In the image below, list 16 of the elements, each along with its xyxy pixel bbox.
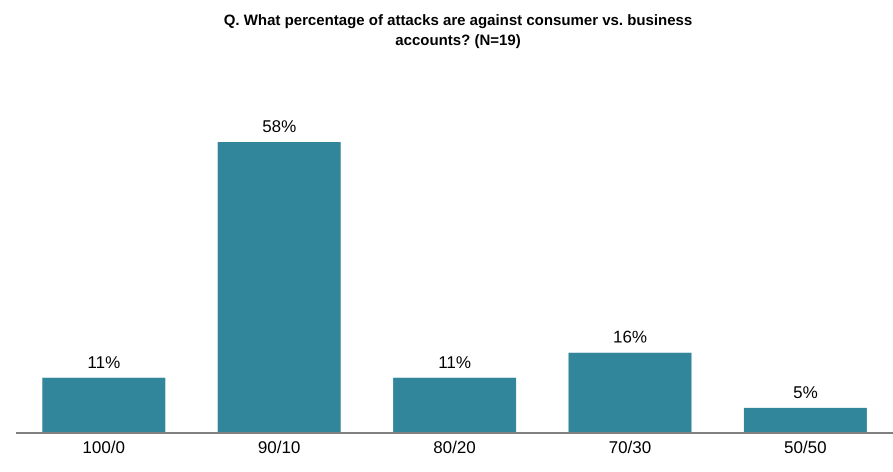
data-label: 11% <box>87 352 120 372</box>
data-label: 58% <box>262 117 296 136</box>
bar <box>568 352 692 433</box>
bar <box>744 408 867 433</box>
data-label: 5% <box>793 382 818 402</box>
bar <box>218 142 341 433</box>
bar <box>393 378 516 433</box>
x-tick-label: 100/0 <box>82 438 125 458</box>
data-label: 16% <box>612 328 648 347</box>
data-label: 11% <box>438 352 471 372</box>
x-tick-label: 50/50 <box>784 438 827 458</box>
bar <box>42 378 166 433</box>
chart-title: Q. What percentage of attacks are against consumer vs. business accounts? (N=19) <box>222 11 694 51</box>
x-tick-label: 70/30 <box>608 438 652 458</box>
x-tick-label: 90/10 <box>258 438 300 458</box>
x-tick-label: 80/20 <box>433 438 476 458</box>
